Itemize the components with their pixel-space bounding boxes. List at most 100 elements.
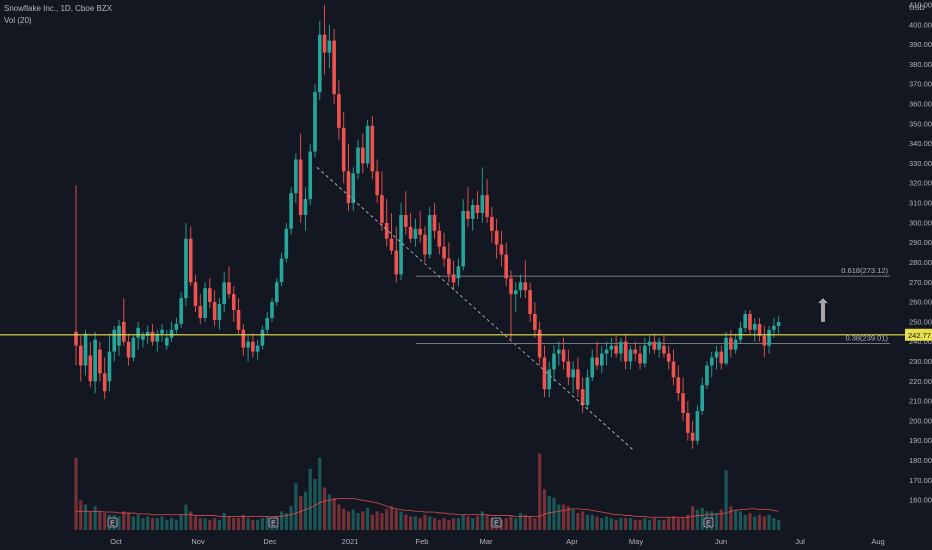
candle-body[interactable] bbox=[270, 302, 274, 318]
current-price-badge[interactable] bbox=[905, 328, 932, 341]
candle-body[interactable] bbox=[427, 214, 432, 255]
candle-body[interactable] bbox=[126, 341, 131, 358]
candle-body[interactable] bbox=[179, 298, 183, 324]
candle-body[interactable] bbox=[714, 351, 719, 358]
candle-body[interactable] bbox=[337, 94, 341, 128]
candle-body[interactable] bbox=[98, 349, 102, 374]
candle-body[interactable] bbox=[112, 329, 117, 352]
candle-body[interactable] bbox=[361, 147, 365, 164]
candle-body[interactable] bbox=[384, 222, 389, 239]
candle-body[interactable] bbox=[418, 228, 422, 235]
candle-body[interactable] bbox=[83, 333, 88, 366]
candle-body[interactable] bbox=[227, 282, 231, 295]
candle-body[interactable] bbox=[681, 393, 685, 414]
candle-body[interactable] bbox=[442, 246, 446, 259]
candle-body[interactable] bbox=[208, 288, 212, 303]
candle-body[interactable] bbox=[595, 357, 599, 366]
candle-body[interactable] bbox=[317, 34, 322, 93]
candle-body[interactable] bbox=[542, 357, 547, 390]
candle-body[interactable] bbox=[619, 341, 623, 354]
earnings-marker-icon[interactable] bbox=[268, 517, 279, 528]
candle-body[interactable] bbox=[600, 353, 604, 366]
candle-body[interactable] bbox=[719, 351, 724, 364]
candle-body[interactable] bbox=[203, 288, 207, 318]
candle-body[interactable] bbox=[733, 339, 738, 350]
candle-body[interactable] bbox=[404, 214, 408, 227]
candle-body[interactable] bbox=[571, 369, 575, 378]
candle-body[interactable] bbox=[523, 282, 528, 291]
candle-body[interactable] bbox=[576, 369, 580, 390]
candle-body[interactable] bbox=[724, 337, 728, 364]
candle-body[interactable] bbox=[767, 329, 771, 346]
candle-body[interactable] bbox=[380, 195, 384, 223]
candle-body[interactable] bbox=[609, 345, 614, 350]
candle-body[interactable] bbox=[585, 377, 590, 406]
candle-body[interactable] bbox=[117, 325, 121, 346]
candle-body[interactable] bbox=[327, 40, 332, 53]
price-candles[interactable] bbox=[74, 4, 781, 449]
candle-body[interactable] bbox=[614, 345, 618, 354]
candle-body[interactable] bbox=[695, 411, 700, 441]
candle-body[interactable] bbox=[604, 349, 609, 354]
candle-body[interactable] bbox=[289, 193, 293, 229]
drawing-tools[interactable] bbox=[0, 167, 905, 451]
candle-body[interactable] bbox=[174, 323, 179, 330]
earnings-marker-icon[interactable] bbox=[491, 517, 502, 528]
candle-body[interactable] bbox=[169, 329, 174, 338]
candle-body[interactable] bbox=[533, 313, 537, 330]
candle-body[interactable] bbox=[561, 349, 566, 362]
candle-body[interactable] bbox=[676, 377, 681, 394]
candle-body[interactable] bbox=[78, 345, 83, 366]
candle-body[interactable] bbox=[155, 333, 160, 342]
candle-body[interactable] bbox=[141, 335, 145, 340]
candle-body[interactable] bbox=[188, 238, 193, 283]
candle-body[interactable] bbox=[633, 349, 638, 354]
candle-body[interactable] bbox=[184, 238, 188, 299]
candle-body[interactable] bbox=[757, 323, 762, 336]
candle-body[interactable] bbox=[74, 331, 78, 346]
candle-body[interactable] bbox=[408, 226, 413, 239]
candle-body[interactable] bbox=[423, 234, 427, 255]
candle-body[interactable] bbox=[662, 345, 666, 354]
candle-body[interactable] bbox=[198, 306, 203, 318]
candle-body[interactable] bbox=[341, 127, 346, 172]
candle-body[interactable] bbox=[107, 351, 112, 382]
earnings-marker-icon[interactable] bbox=[107, 517, 118, 528]
candle-body[interactable] bbox=[772, 325, 776, 330]
candle-body[interactable] bbox=[657, 341, 661, 350]
candle-body[interactable] bbox=[671, 361, 676, 378]
candle-body[interactable] bbox=[461, 210, 465, 267]
candle-body[interactable] bbox=[370, 125, 375, 172]
candle-body[interactable] bbox=[729, 337, 733, 350]
candle-body[interactable] bbox=[236, 310, 241, 330]
candle-body[interactable] bbox=[518, 282, 523, 291]
candle-body[interactable] bbox=[509, 278, 513, 295]
candle-body[interactable] bbox=[494, 230, 499, 245]
candle-body[interactable] bbox=[389, 238, 394, 251]
candle-body[interactable] bbox=[136, 327, 140, 338]
candle-body[interactable] bbox=[709, 357, 714, 366]
earnings-marker-icon[interactable] bbox=[703, 517, 714, 528]
candle-body[interactable] bbox=[265, 317, 269, 330]
candle-body[interactable] bbox=[294, 159, 298, 194]
candle-body[interactable] bbox=[643, 345, 647, 364]
candle-body[interactable] bbox=[580, 389, 585, 406]
candle-body[interactable] bbox=[260, 329, 265, 346]
candle-body[interactable] bbox=[437, 230, 442, 247]
candle-body[interactable] bbox=[160, 329, 164, 334]
candle-body[interactable] bbox=[748, 313, 752, 330]
candle-body[interactable] bbox=[165, 337, 169, 346]
candle-body[interactable] bbox=[231, 294, 236, 311]
candle-body[interactable] bbox=[122, 321, 126, 342]
candle-body[interactable] bbox=[623, 341, 628, 362]
candle-body[interactable] bbox=[504, 254, 508, 279]
candle-body[interactable] bbox=[705, 365, 709, 386]
candle-body[interactable] bbox=[628, 349, 633, 362]
candle-body[interactable] bbox=[547, 369, 552, 390]
candle-body[interactable] bbox=[652, 341, 657, 350]
candle-body[interactable] bbox=[222, 282, 226, 305]
candle-body[interactable] bbox=[251, 341, 255, 352]
candle-body[interactable] bbox=[475, 205, 480, 213]
